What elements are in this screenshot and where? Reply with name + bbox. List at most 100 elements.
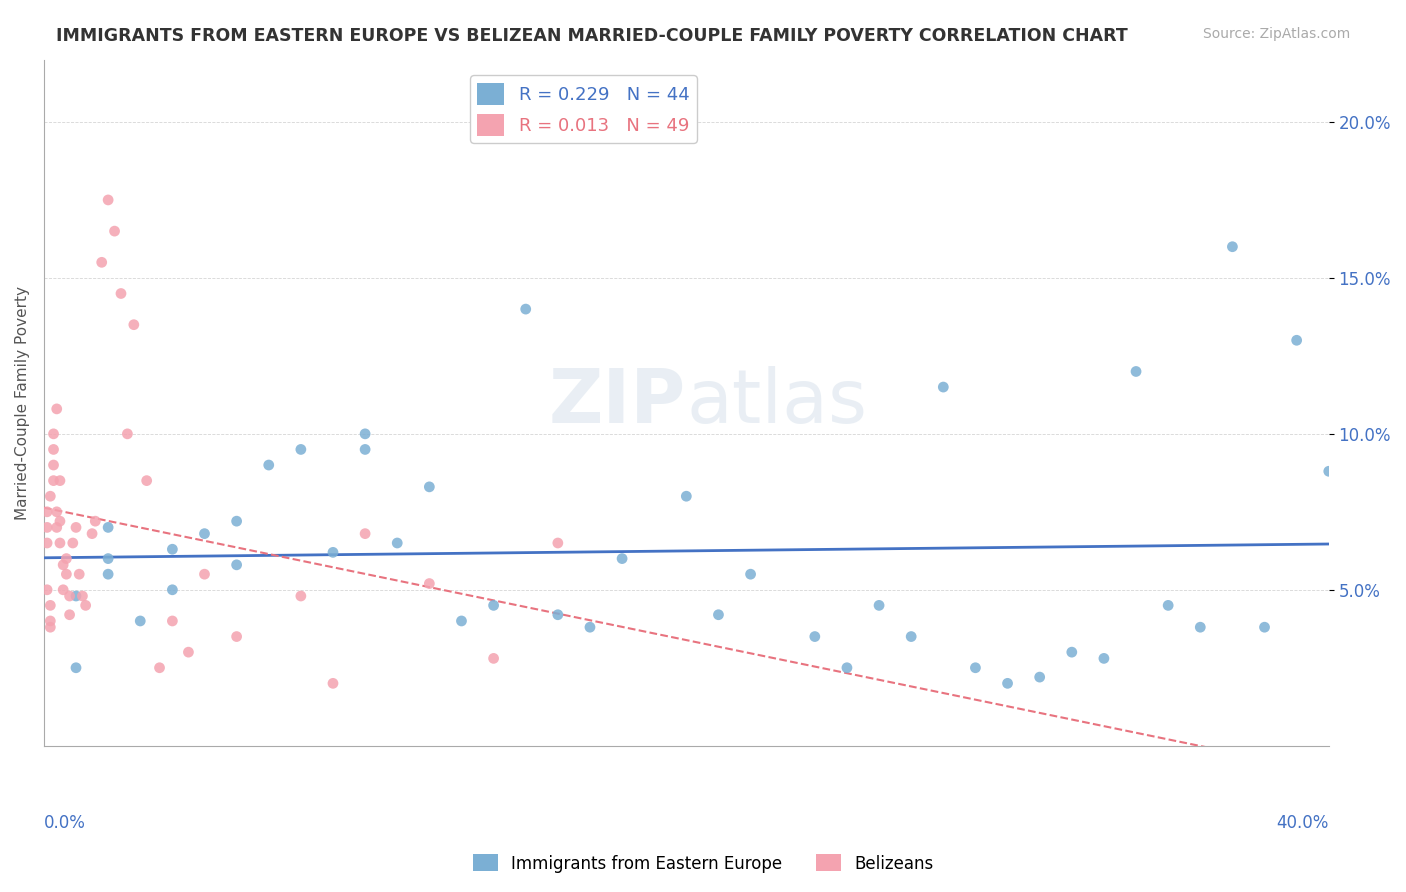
Point [45,520,67,534]
Point [804,630,827,644]
Point [39,620,62,634]
Point [110,286,132,301]
Point [39,599,62,613]
Point [225,630,247,644]
Point [322,676,344,690]
Legend: Immigrants from Eastern Europe, Belizeans: Immigrants from Eastern Europe, Belizean… [467,847,939,880]
Point [225,558,247,572]
Point [193,567,215,582]
Point [868,599,890,613]
Point [322,545,344,559]
Point [37,520,59,534]
Point [37,505,59,519]
Y-axis label: Married-Couple Family Poverty: Married-Couple Family Poverty [15,285,30,520]
Point [75,599,97,613]
Point [1285,333,1308,347]
Point [418,576,440,591]
Point [65,589,87,603]
Point [418,480,440,494]
Point [675,489,697,503]
Point [1092,651,1115,665]
Point [72,589,94,603]
Point [290,589,312,603]
Point [1157,599,1180,613]
Point [117,426,139,441]
Point [97,567,120,582]
Point [1060,645,1083,659]
Point [162,582,184,597]
Point [42,458,65,472]
Point [387,536,409,550]
Point [547,607,569,622]
Point [354,426,377,441]
Point [162,614,184,628]
Point [45,401,67,416]
Point [37,536,59,550]
Point [42,442,65,457]
Point [49,514,72,528]
Point [997,676,1019,690]
Point [39,489,62,503]
Point [42,474,65,488]
Point [162,542,184,557]
Text: atlas: atlas [686,366,868,439]
Point [932,380,955,394]
Point [55,567,77,582]
Point [97,551,120,566]
Point [62,536,84,550]
Point [515,302,537,317]
Point [1253,620,1275,634]
Text: IMMIGRANTS FROM EASTERN EUROPE VS BELIZEAN MARRIED-COUPLE FAMILY POVERTY CORRELA: IMMIGRANTS FROM EASTERN EUROPE VS BELIZE… [56,27,1128,45]
Point [193,526,215,541]
Point [97,193,120,207]
Point [55,551,77,566]
Point [42,426,65,441]
Point [39,614,62,628]
Point [1317,464,1340,478]
Point [58,589,80,603]
Point [37,582,59,597]
Point [610,551,633,566]
Point [97,520,120,534]
Point [965,661,987,675]
Point [740,567,762,582]
Point [52,558,75,572]
Point [58,607,80,622]
Point [49,474,72,488]
Point [1125,364,1147,378]
Point [547,536,569,550]
Point [49,536,72,550]
Point [45,505,67,519]
Point [90,255,112,269]
Text: 0.0%: 0.0% [44,814,86,832]
Point [129,614,152,628]
Text: Source: ZipAtlas.com: Source: ZipAtlas.com [1202,27,1350,41]
Point [354,526,377,541]
Point [1222,240,1244,254]
Point [80,526,103,541]
Point [835,661,858,675]
Point [84,514,107,528]
Point [354,442,377,457]
Point [65,520,87,534]
Point [177,645,200,659]
Point [65,661,87,675]
Point [1028,670,1050,684]
Point [707,607,730,622]
Point [482,651,505,665]
Point [579,620,602,634]
Text: 40.0%: 40.0% [1277,814,1329,832]
Point [482,599,505,613]
Point [225,514,247,528]
Point [148,661,170,675]
Point [1189,620,1212,634]
Point [103,224,125,238]
Point [257,458,280,472]
Point [67,567,90,582]
Point [450,614,472,628]
Text: ZIP: ZIP [550,366,686,439]
Point [122,318,145,332]
Point [290,442,312,457]
Legend: R = 0.229   N = 44, R = 0.013   N = 49: R = 0.229 N = 44, R = 0.013 N = 49 [470,76,697,143]
Point [900,630,922,644]
